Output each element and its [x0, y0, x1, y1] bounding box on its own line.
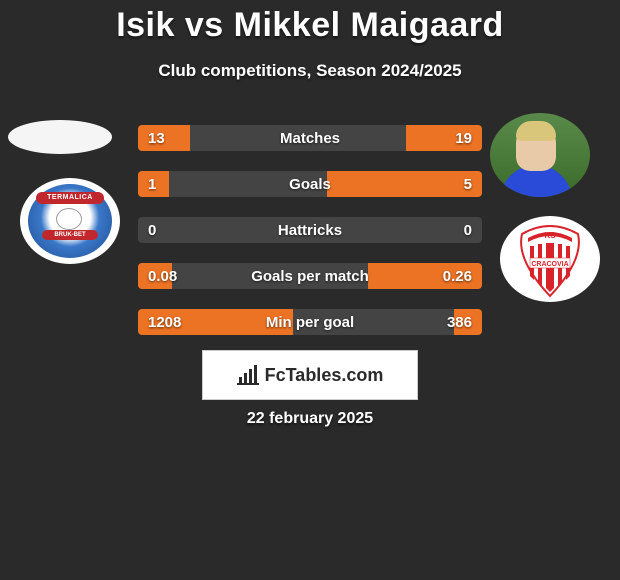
- stat-value-right: 5: [464, 171, 472, 197]
- player-left-avatar: [8, 120, 112, 154]
- stat-label: Goals: [138, 171, 482, 197]
- chart-icon: [237, 365, 261, 385]
- stat-value-right: 386: [447, 309, 472, 335]
- stat-value-left: 1: [148, 171, 156, 197]
- club-right-label-top: KS: [544, 231, 556, 240]
- page-title: Isik vs Mikkel Maigaard: [0, 0, 620, 45]
- stat-label: Matches: [138, 125, 482, 151]
- club-left-band-top: TERMALICA: [36, 192, 104, 204]
- stat-value-right: 19: [455, 125, 472, 151]
- club-left-band-bottom: BRUK-BET: [42, 230, 98, 240]
- brand-text: FcTables.com: [265, 365, 384, 386]
- club-right-label-bottom: CRACOVIA: [531, 261, 568, 268]
- stat-label: Min per goal: [138, 309, 482, 335]
- stats-panel: Matches13 19 Goals1 5 Hattricks0 0 Goals per m…: [138, 125, 482, 355]
- stat-row: Goals per match0.08 0.26: [138, 263, 482, 289]
- player-left-club-badge: TERMALICA BRUK-BET: [20, 178, 120, 264]
- stat-value-left: 0: [148, 217, 156, 243]
- player-right-club-badge: KS CRACOVIA: [500, 216, 600, 302]
- stat-row: Matches13 19: [138, 125, 482, 151]
- subtitle: Club competitions, Season 2024/2025: [0, 61, 620, 81]
- player-right-avatar: [490, 113, 590, 197]
- stat-value-right: 0: [464, 217, 472, 243]
- stat-row: Hattricks0 0: [138, 217, 482, 243]
- stat-label: Goals per match: [138, 263, 482, 289]
- stat-value-left: 1208: [148, 309, 181, 335]
- stat-value-left: 0.08: [148, 263, 177, 289]
- stat-value-right: 0.26: [443, 263, 472, 289]
- stat-label: Hattricks: [138, 217, 482, 243]
- stat-value-left: 13: [148, 125, 165, 151]
- date-label: 22 february 2025: [0, 410, 620, 428]
- brand-badge[interactable]: FcTables.com: [202, 350, 418, 400]
- stat-row: Goals1 5: [138, 171, 482, 197]
- stat-row: Min per goal1208 386: [138, 309, 482, 335]
